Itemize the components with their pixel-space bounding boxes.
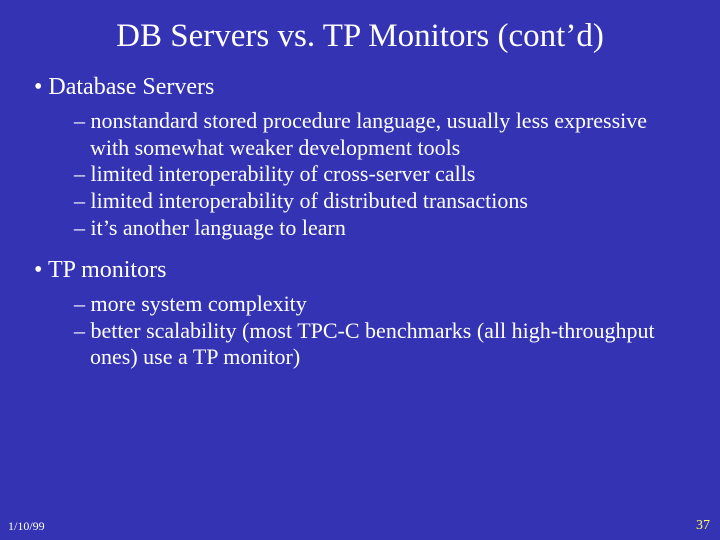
footer-date: 1/10/99 (8, 519, 45, 534)
subbullet: limited interoperability of cross-server… (74, 161, 690, 188)
slide-title: DB Servers vs. TP Monitors (cont’d) (30, 18, 690, 55)
slide: DB Servers vs. TP Monitors (cont’d) Data… (0, 0, 720, 540)
subbullet: it’s another language to learn (74, 215, 690, 242)
footer-page-number: 37 (696, 518, 710, 534)
subbullet: nonstandard stored procedure language, u… (74, 108, 690, 162)
bullet-database-servers: Database Servers (34, 73, 690, 102)
subbullet: more system complexity (74, 291, 690, 318)
bullet-tp-monitors: TP monitors (34, 256, 690, 285)
slide-body: Database Servers nonstandard stored proc… (30, 73, 690, 371)
subbullet: limited interoperability of distributed … (74, 188, 690, 215)
subbullet: better scalability (most TPC-C benchmark… (74, 318, 690, 372)
